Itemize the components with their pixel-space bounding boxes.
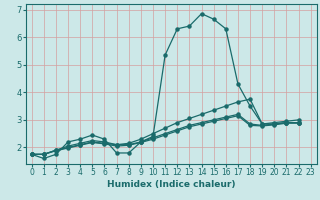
X-axis label: Humidex (Indice chaleur): Humidex (Indice chaleur) bbox=[107, 180, 236, 189]
